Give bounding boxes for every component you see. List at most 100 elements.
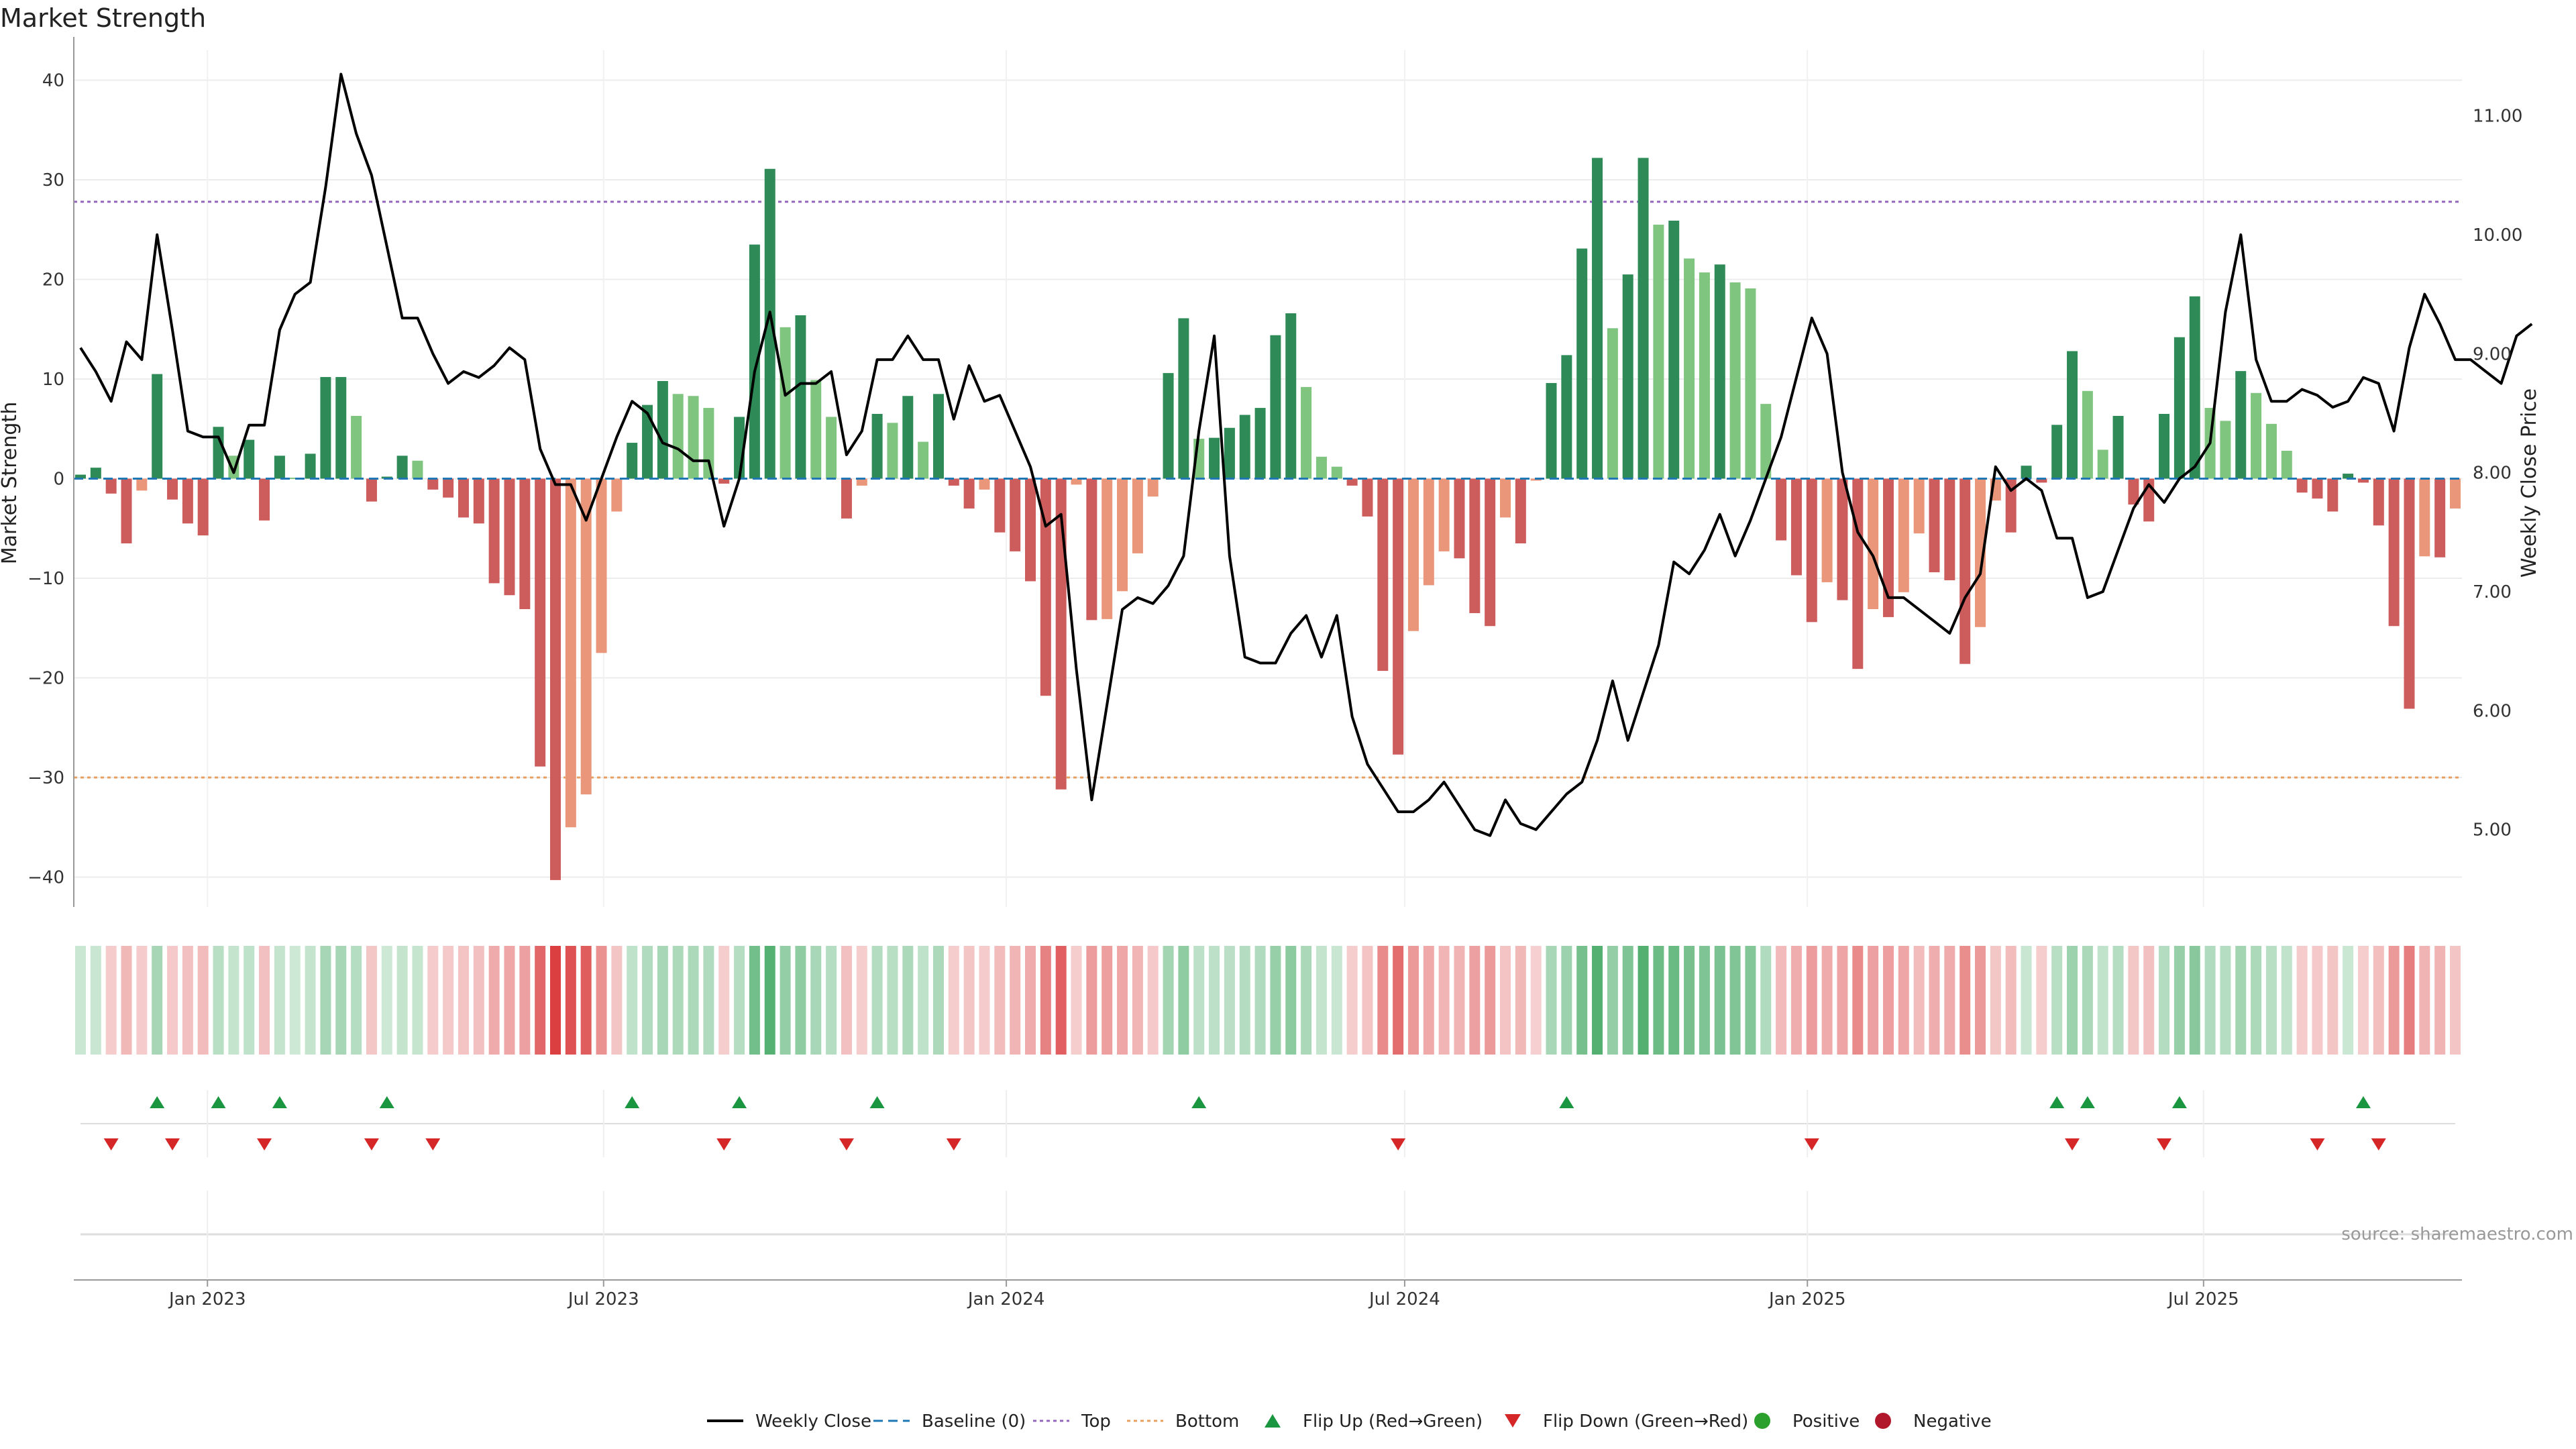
heat-cell bbox=[826, 946, 837, 1055]
strength-bar bbox=[1086, 478, 1097, 621]
strength-bar bbox=[75, 474, 86, 479]
strength-bar bbox=[657, 380, 668, 479]
strength-bar bbox=[1699, 272, 1710, 479]
flip-down-marker bbox=[2371, 1138, 2386, 1150]
strength-bar bbox=[1316, 456, 1327, 479]
heat-cell bbox=[1254, 946, 1266, 1055]
strength-bar bbox=[2021, 466, 2032, 479]
legend-label: Positive bbox=[1792, 1411, 1860, 1432]
strength-bar bbox=[2220, 421, 2231, 479]
strength-bar bbox=[871, 413, 883, 479]
flip-up-marker bbox=[1191, 1096, 1207, 1108]
triangle-down-icon bbox=[1505, 1414, 1521, 1428]
left-tick-label: −10 bbox=[28, 569, 64, 589]
legend-label: Flip Up (Red→Green) bbox=[1303, 1411, 1483, 1432]
heat-cell bbox=[1270, 946, 1281, 1055]
strength-bar bbox=[335, 377, 347, 479]
strength-bar bbox=[1469, 478, 1481, 613]
heat-cell bbox=[1285, 946, 1297, 1055]
heat-cell bbox=[1485, 946, 1496, 1055]
flip-down-marker bbox=[1804, 1138, 1819, 1150]
heat-cell bbox=[1438, 946, 1450, 1055]
right-tick-label: 9.00 bbox=[2473, 344, 2512, 364]
heat-cell bbox=[1331, 946, 1342, 1055]
flip-up-marker bbox=[2080, 1096, 2095, 1108]
strength-bar bbox=[2312, 478, 2323, 499]
strength-bars bbox=[74, 158, 2462, 880]
strength-bar bbox=[1944, 478, 1955, 580]
threshold-lines bbox=[74, 201, 2462, 779]
heat-cell bbox=[1055, 946, 1067, 1055]
flip-up-marker bbox=[272, 1096, 287, 1108]
strength-bar bbox=[2404, 478, 2415, 709]
heat-cell bbox=[1071, 946, 1082, 1055]
heat-cell bbox=[2112, 946, 2124, 1055]
strength-bar bbox=[1592, 158, 1603, 479]
heat-cell bbox=[1500, 946, 1511, 1055]
heat-cell bbox=[1346, 946, 1358, 1055]
heat-cell bbox=[2235, 946, 2247, 1055]
left-tick-label: 30 bbox=[42, 170, 64, 191]
heat-cell bbox=[627, 946, 638, 1055]
heat-cell bbox=[918, 946, 929, 1055]
strength-bar bbox=[1301, 386, 1312, 479]
heat-cell bbox=[305, 946, 316, 1055]
heat-cell bbox=[167, 946, 178, 1055]
flip-down-marker bbox=[2065, 1138, 2080, 1150]
strength-bar bbox=[611, 478, 623, 512]
heat-cell bbox=[550, 946, 561, 1055]
right-tick-label: 8.00 bbox=[2473, 464, 2512, 484]
strength-bar bbox=[948, 478, 959, 486]
strength-bar bbox=[627, 443, 638, 479]
heat-cell bbox=[1868, 946, 1879, 1055]
heat-cell bbox=[289, 946, 301, 1055]
strength-bar bbox=[902, 396, 914, 479]
heat-cell bbox=[1729, 946, 1741, 1055]
strength-bar bbox=[2159, 413, 2170, 479]
flip-down-marker bbox=[103, 1138, 119, 1150]
strength-bar bbox=[565, 478, 576, 828]
heat-cell bbox=[259, 946, 270, 1055]
left-tick-label: 0 bbox=[53, 470, 64, 490]
flip-up-marker bbox=[625, 1096, 640, 1108]
heat-cell bbox=[1882, 946, 1894, 1055]
right-tick-label: 5.00 bbox=[2473, 820, 2512, 841]
heat-cell bbox=[2067, 946, 2078, 1055]
heat-cell bbox=[1821, 946, 1833, 1055]
strength-bar bbox=[703, 408, 714, 479]
heat-cell bbox=[351, 946, 362, 1055]
heat-cell bbox=[1898, 946, 1909, 1055]
strength-bar bbox=[1377, 478, 1389, 672]
flip-up-marker bbox=[211, 1096, 226, 1108]
heat-cell bbox=[657, 946, 668, 1055]
heat-cell bbox=[2097, 946, 2108, 1055]
strength-bar bbox=[1393, 478, 1404, 755]
heat-cell bbox=[381, 946, 392, 1055]
strength-bar bbox=[1684, 258, 1695, 479]
heat-cell bbox=[2388, 946, 2400, 1055]
heat-cell bbox=[1362, 946, 1373, 1055]
heat-cell bbox=[335, 946, 347, 1055]
heat-cell bbox=[1668, 946, 1680, 1055]
strength-bar bbox=[396, 455, 408, 479]
state-strip bbox=[80, 1191, 2455, 1278]
heat-cell bbox=[1193, 946, 1205, 1055]
strength-bar bbox=[1163, 373, 1174, 479]
heat-cell bbox=[2373, 946, 2384, 1055]
strength-bar bbox=[1913, 478, 1925, 534]
heat-cell bbox=[1132, 946, 1143, 1055]
strength-bar bbox=[2388, 478, 2400, 627]
strength-bar bbox=[519, 478, 531, 610]
strength-heat-strip bbox=[75, 946, 2461, 1055]
strength-bar bbox=[289, 478, 301, 480]
strength-bar bbox=[1622, 274, 1633, 479]
flip-up-marker bbox=[150, 1096, 165, 1108]
heat-cell bbox=[1117, 946, 1128, 1055]
heat-cell bbox=[2327, 946, 2339, 1055]
heat-cell bbox=[611, 946, 623, 1055]
x-axis: Jan 2023 Jul 2023 Jan 2024 Jul 2024 Jan 2025… bbox=[74, 1279, 2462, 1309]
flip-up-marker bbox=[2049, 1096, 2065, 1108]
heat-cell bbox=[1745, 946, 1756, 1055]
heat-cell bbox=[979, 946, 990, 1055]
flip-up-marker bbox=[2171, 1096, 2187, 1108]
